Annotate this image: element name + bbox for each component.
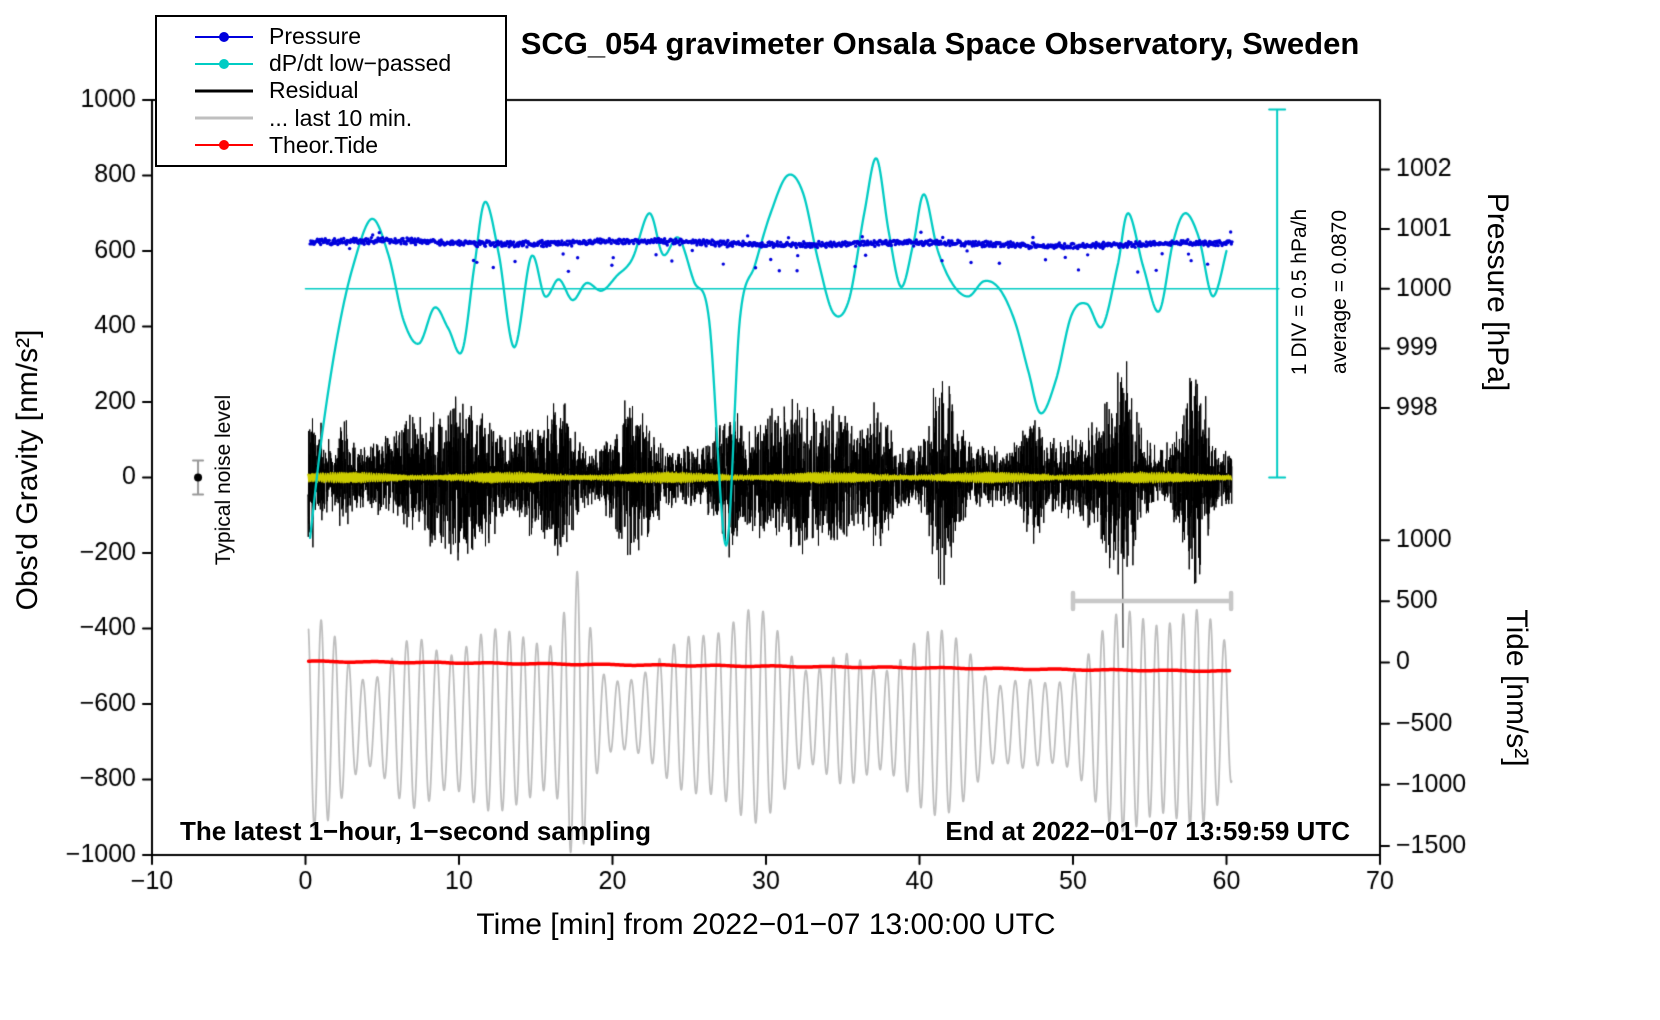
- legend-item-pressure: Pressure: [157, 25, 505, 48]
- pressure-marker-icon: [195, 25, 253, 48]
- residual-marker-icon: [195, 79, 253, 102]
- theor-tide-marker-icon: [195, 134, 253, 157]
- div-scale-note: 1 DIV = 0.5 hPa/h: [1288, 208, 1311, 376]
- legend-item-dpdt: dP/dt low−passed: [157, 52, 505, 75]
- legend: Pressure dP/dt low−passed Residual ... l…: [155, 15, 507, 167]
- last10min-marker-icon: [195, 107, 253, 130]
- legend-item-label: ... last 10 min.: [269, 104, 413, 131]
- x-axis-label: Time [min] from 2022−01−07 13:00:00 UTC: [476, 908, 1056, 941]
- legend-item-label: Residual: [269, 77, 359, 104]
- legend-item-label: dP/dt low−passed: [269, 50, 452, 77]
- dpdt-marker-icon: [195, 52, 253, 75]
- y-axis-label-gravity: Obs'd Gravity [nm/s²]: [11, 329, 44, 611]
- legend-item-label: Theor.Tide: [269, 131, 379, 158]
- y-axis-label-tide: Tide [nm/s²]: [1500, 609, 1533, 767]
- legend-item-theor-tide: Theor.Tide: [157, 131, 505, 158]
- y-axis-label-pressure: Pressure [hPa]: [1481, 192, 1514, 392]
- legend-item-last10min: ... last 10 min.: [157, 104, 505, 131]
- sampling-note: The latest 1−hour, 1−second sampling: [180, 816, 652, 846]
- end-time-note: End at 2022−01−07 13:59:59 UTC: [945, 816, 1350, 846]
- legend-item-residual: Residual: [157, 79, 505, 102]
- chart-title: SCG_054 gravimeter Onsala Space Observat…: [520, 26, 1360, 61]
- noise-level-note: Typical noise level: [212, 394, 235, 566]
- average-note: average = 0.0870: [1328, 209, 1351, 375]
- legend-item-label: Pressure: [269, 23, 362, 50]
